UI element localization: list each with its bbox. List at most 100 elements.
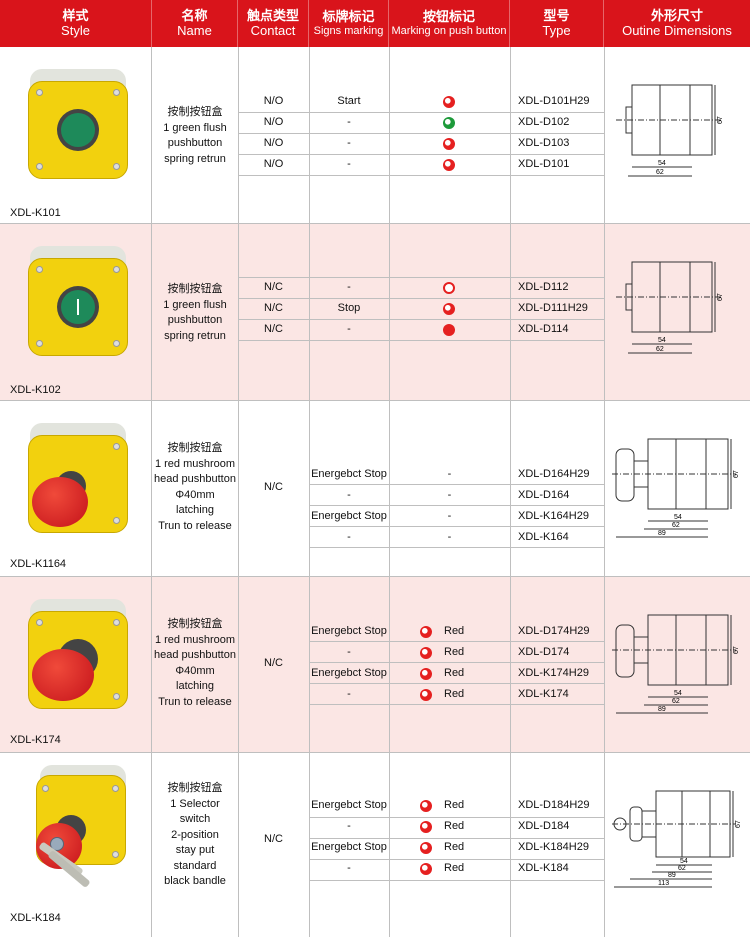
green-button-icon [61,113,95,147]
sign-cell: - [347,116,351,128]
contact-cell: N/C [264,833,283,845]
red-mushroom-button-icon [32,477,88,527]
type-cell: XDL-D103 [518,137,570,149]
header-style: 样式 Style [0,0,152,47]
header-signs-cn: 标牌标记 [322,8,375,24]
contact-cell: N/O [263,137,284,149]
sign-cell: Stop [337,302,361,314]
dimension-drawing: 67 54 62 [616,261,724,354]
red-mushroom-button-icon [32,649,94,701]
marking-cell: Red [444,799,465,811]
type-cell: XDL-K174 [518,688,569,700]
svg-text:62: 62 [678,865,686,872]
red-dot-icon [420,800,432,812]
contact-cell: N/C [264,281,283,293]
type-cell: XDL-K174H29 [518,667,589,679]
sign-cell: - [347,489,351,501]
name-cell: 按制按钮盒 1 red mushroom head pushbutton Φ40mm… [154,618,236,708]
sign-cell: Energebct Stop [311,841,387,853]
group-k174: XDL-K174 按制按钮盒 1 red mushroom head pushbu… [0,577,750,753]
group-k101: XDL-K101 按制按钮盒 1 green flush pushbutton sp… [0,47,750,224]
marking-cell: Red [444,862,465,874]
marking-cell: Red [444,625,465,637]
svg-text:54: 54 [680,858,688,865]
svg-text:67: 67 [717,116,724,124]
sign-cell: - [347,137,351,149]
svg-text:67: 67 [717,293,724,301]
green-dot-icon [443,117,455,129]
sign-cell: Energebct Stop [311,625,387,637]
marking-cell: - [447,531,452,543]
type-cell: XDL-D184 [518,820,570,832]
header-signs: 标牌标记 Signs marking [309,0,389,47]
sign-cell: Energebct Stop [311,510,387,522]
contact-cell: N/O [263,95,284,107]
type-cell: XDL-D102 [518,116,570,128]
sign-cell: - [347,158,351,170]
svg-text:89: 89 [668,872,676,879]
dimension-drawing: 67 54 62 [616,84,724,177]
dimension-drawing: 67 54 62 89 [612,614,740,714]
contact-cell: N/C [264,657,283,669]
red-ring-icon [443,282,455,294]
header-style-cn: 样式 [62,7,89,23]
type-cell: XDL-D164 [518,489,570,501]
type-cell: XDL-D112 [518,281,569,293]
header-marking-cn: 按钮标记 [422,8,475,24]
style-label: XDL-K1164 [10,558,67,570]
name-cell: 按制按钮盒 1 Selector switch 2-position stay pu… [164,782,226,887]
svg-text:89: 89 [658,530,666,537]
header-type-cn: 型号 [543,7,570,23]
sign-cell: Energebct Stop [311,799,387,811]
sign-cell: - [347,531,351,543]
header-style-en: Style [61,22,90,38]
header-dim-en: Outine Dimensions [622,22,732,38]
header-marking: 按钮标记 Marking on push button [389,0,510,47]
header-dimensions: 外形尺寸 Outine Dimensions [604,0,750,47]
style-label: XDL-K102 [10,384,61,396]
header-contact-cn: 触点类型 [246,7,299,23]
marking-cell: Red [444,820,465,832]
enclosure-green-flush-image [28,246,128,356]
group-k102: XDL-K102 按制按钮盒 1 green flush pushbutton sp… [0,224,750,401]
table-header: 样式 Style 名称 Name 触点类型 Contact 标牌标记 Signs… [0,0,750,47]
style-label: XDL-K101 [10,207,61,219]
style-label: XDL-K184 [10,912,61,924]
marking-cell: Red [444,688,465,700]
red-stop-icon [443,324,455,336]
red-dot-icon [420,626,432,638]
red-dot-icon [420,647,432,659]
red-dot-icon [443,96,455,108]
svg-text:113: 113 [658,880,669,887]
sign-cell: - [347,323,351,335]
contact-cell: N/O [263,158,284,170]
red-dot-icon [443,138,455,150]
enclosure-green-flush-image [28,69,128,179]
contact-cell: N/C [264,323,283,335]
type-cell: XDL-D174H29 [518,625,590,637]
name-cell: 按制按钮盒 1 green flush pushbutton spring retr… [163,283,227,342]
dimension-drawing: 67 54 62 89 [612,438,740,538]
sign-cell: Start [337,95,361,107]
red-dot-icon [443,303,455,315]
type-cell: XDL-D184H29 [518,799,590,811]
style-label: XDL-K174 [10,734,61,746]
contact-cell: N/O [263,116,284,128]
type-cell: XDL-D111H29 [518,302,588,314]
header-name-cn: 名称 [181,7,208,23]
red-dot-icon [443,159,455,171]
name-cell: 按制按钮盒 1 green flush pushbutton spring retr… [163,106,227,165]
header-name: 名称 Name [152,0,238,47]
type-cell: XDL-D164H29 [518,468,590,480]
enclosure-selector-key-image [28,765,128,905]
contact-cell: N/C [264,481,283,493]
marking-cell: - [447,510,452,522]
red-dot-icon [420,863,432,875]
header-contact: 触点类型 Contact [238,0,309,47]
header-type: 型号 Type [510,0,604,47]
header-signs-en: Signs marking [313,24,384,37]
svg-text:62: 62 [656,346,664,353]
group-k1164: XDL-K1164 按制按钮盒 1 red mushroom head pushb… [0,401,750,577]
svg-text:67: 67 [733,646,740,654]
group-k184: XDL-K184 按制按钮盒 1 Selector switch 2-positio… [0,753,750,937]
